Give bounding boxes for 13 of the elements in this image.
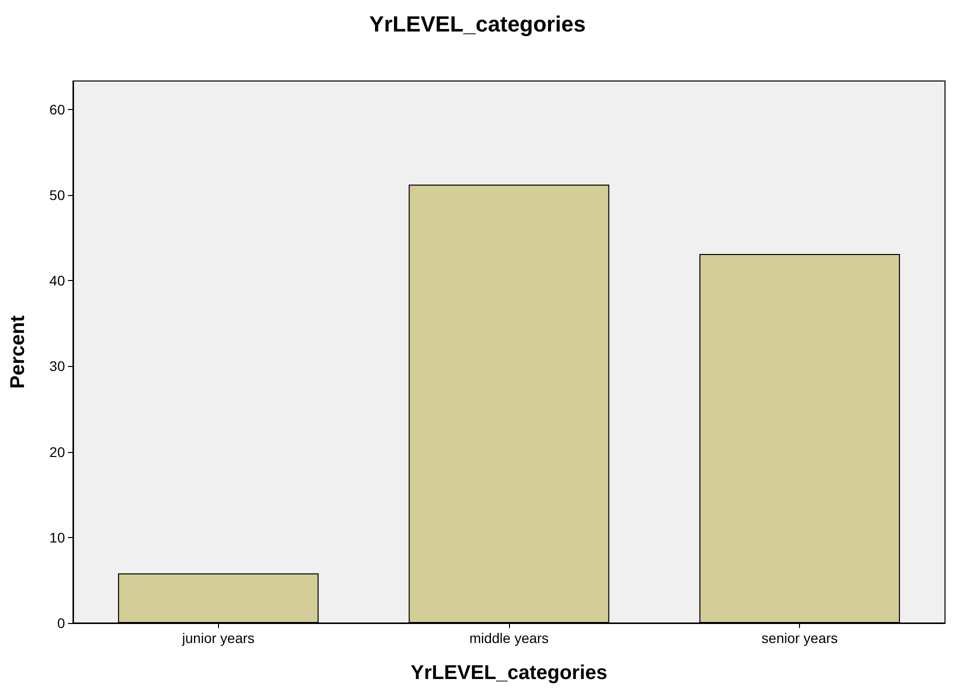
y-tick-label: 30 bbox=[49, 358, 66, 374]
x-axis-title: YrLEVEL_categories bbox=[410, 662, 608, 684]
x-tick-label: junior years bbox=[181, 630, 255, 646]
y-tick-label: 20 bbox=[49, 444, 66, 460]
x-tick-label: middle years bbox=[469, 630, 549, 646]
chart-title: YrLEVEL_categories bbox=[369, 12, 586, 36]
y-tick-label: 60 bbox=[49, 101, 66, 118]
x-tick-label: senior years bbox=[762, 630, 838, 646]
y-tick-label: 10 bbox=[49, 529, 66, 546]
y-tick-label: 40 bbox=[49, 272, 66, 289]
y-tick-label: 50 bbox=[49, 186, 66, 203]
y-axis-title: Percent bbox=[7, 314, 29, 389]
y-tick-label: 0 bbox=[57, 615, 66, 631]
